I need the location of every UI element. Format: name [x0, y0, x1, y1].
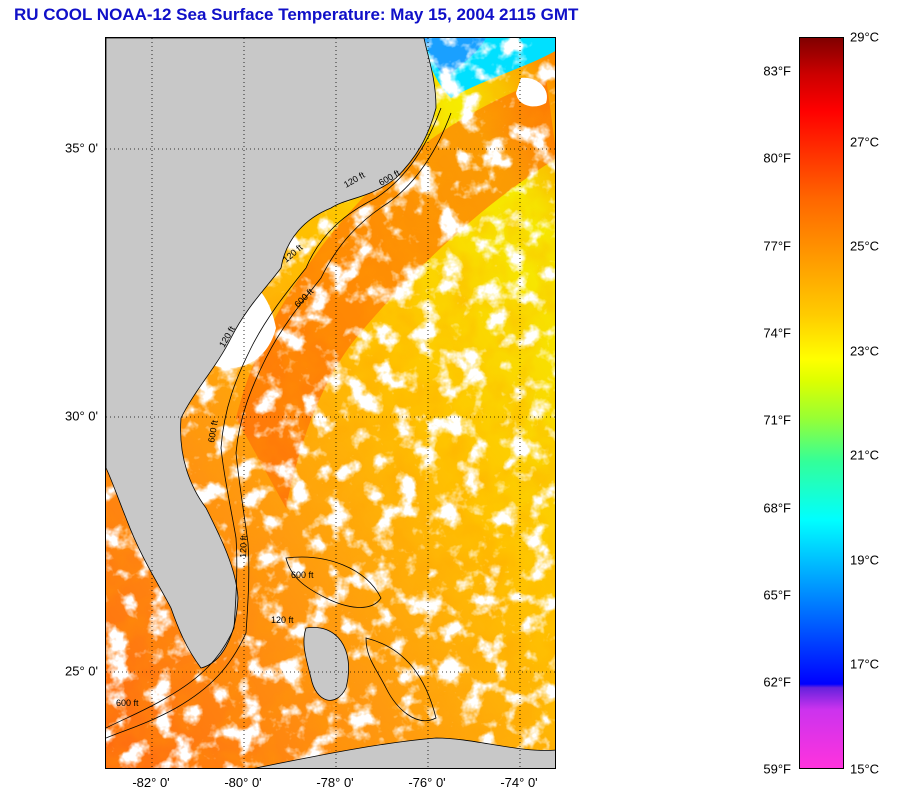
colorbar-label-f: 71°F [763, 412, 791, 428]
colorbar-label-f: 65°F [763, 587, 791, 603]
isobath-label: 120 ft [271, 615, 294, 625]
isobath-label: 600 ft [116, 698, 139, 708]
colorbar-label-c: 19°C [850, 552, 880, 568]
sst-map[interactable]: 120 ft 600 ft 120 ft 600 ft 120 ft 600 f… [105, 37, 556, 769]
sst-map-canvas: 120 ft 600 ft 120 ft 600 ft 120 ft 600 f… [106, 38, 555, 768]
isobath-120ft [106, 107, 442, 729]
lat-label-25: 25° 0' [65, 663, 98, 679]
colorbar-label-f: 68°F [763, 500, 791, 516]
land-mainland [106, 38, 437, 669]
colorbar-label-f: 80°F [763, 150, 791, 166]
isobath-label: 600 ft [206, 419, 220, 443]
isobath-label: 120 ft [238, 535, 249, 558]
andros-island [303, 626, 349, 701]
map-title: RU COOL NOAA-12 Sea Surface Temperature:… [14, 5, 579, 24]
colorbar-label-c: 23°C [850, 343, 880, 359]
colorbar-label-c: 15°C [850, 761, 880, 777]
colorbar-label-c: 21°C [850, 447, 880, 463]
lat-label-35: 35° 0' [65, 140, 98, 156]
lon-label-82: -82° 0' [132, 775, 170, 790]
cloud-patch [516, 77, 547, 107]
temperature-colorbar [799, 37, 844, 769]
colorbar-label-c: 17°C [850, 656, 880, 672]
isobath-600ft [106, 112, 452, 739]
lon-label-74: -74° 0' [500, 775, 538, 790]
colorbar-label-c: 25°C [850, 238, 880, 254]
lon-label-80: -80° 0' [224, 775, 262, 790]
lon-label-76: -76° 0' [408, 775, 446, 790]
lat-label-30: 30° 0' [65, 408, 98, 424]
bahamas-bank [285, 556, 382, 608]
colorbar-label-c: 27°C [850, 134, 880, 150]
colorbar-label-c: 29°C [850, 29, 880, 45]
colorbar-label-f: 59°F [763, 761, 791, 777]
colorbar-label-f: 77°F [763, 238, 791, 254]
colorbar-label-f: 74°F [763, 325, 791, 341]
bahamas-bank [365, 637, 437, 721]
isobath-label: 600 ft [291, 570, 314, 580]
colorbar-label-f: 62°F [763, 674, 791, 690]
lon-label-78: -78° 0' [316, 775, 354, 790]
land-cuba [253, 737, 555, 768]
colorbar-label-f: 83°F [763, 63, 791, 79]
